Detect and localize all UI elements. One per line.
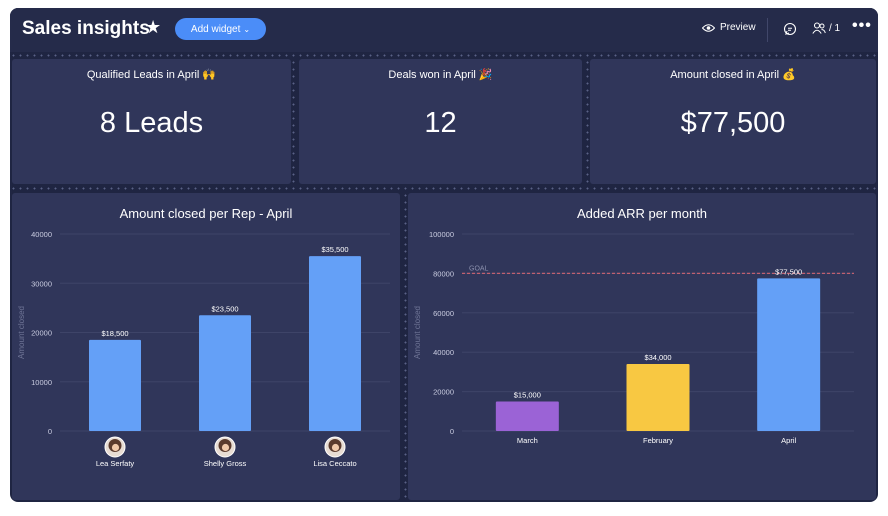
members-count: / 1	[829, 22, 841, 34]
rep-bar-chart: Amount closed 0 10000 20000 30000 40000 $18,50…	[17, 230, 390, 468]
y-tick-label: 20000	[31, 329, 52, 338]
data-label: $77,500	[775, 267, 802, 276]
members-button[interactable]: / 1	[812, 22, 840, 34]
bar	[89, 339, 141, 431]
data-label: $35,500	[321, 245, 348, 254]
data-label: $15,000	[514, 390, 541, 399]
y-tick-label: 60000	[433, 309, 454, 318]
y-tick-label: 10000	[31, 378, 52, 387]
x-tick-label: Shelly Gross	[204, 459, 247, 468]
kpi-value: 12	[424, 107, 457, 139]
dashboard-header: Sales insights ★ Add widget ⌄ Preview	[10, 8, 878, 52]
y-tick-label: 40000	[31, 230, 52, 239]
bar	[757, 278, 821, 431]
chart-card-rep[interactable]: Amount closed per Rep - April Amount clo…	[12, 193, 400, 500]
x-tick-label: March	[517, 436, 538, 445]
y-tick-label: 30000	[31, 279, 52, 288]
bar	[626, 364, 690, 431]
chart-title: Amount closed per Rep - April	[119, 206, 293, 221]
add-widget-button[interactable]: Add widget ⌄	[175, 18, 266, 40]
x-tick-label: Lisa Ceccato	[313, 459, 356, 468]
add-widget-label: Add widget	[190, 23, 241, 35]
kpi-card-leads[interactable]: Qualified Leads in April 🙌 8 Leads	[12, 59, 291, 184]
star-icon[interactable]: ★	[145, 17, 162, 37]
data-label: $34,000	[644, 353, 671, 362]
eye-icon	[702, 23, 715, 32]
y-axis-label: Amount closed	[413, 306, 422, 359]
more-options-icon[interactable]: •••	[852, 17, 872, 34]
chart-title: Added ARR per month	[576, 206, 708, 221]
data-label: $18,500	[101, 329, 128, 338]
avatar-face	[331, 443, 340, 452]
comment-icon[interactable]	[783, 22, 797, 36]
kpi-card-amount[interactable]: Amount closed in April 💰 $77,500	[590, 59, 876, 184]
preview-label: Preview	[720, 22, 756, 33]
x-tick-label: April	[781, 436, 796, 445]
bar	[495, 401, 559, 431]
kpi-value: 8 Leads	[99, 107, 204, 139]
kpi-card-deals[interactable]: Deals won in April 🎉 12	[299, 59, 582, 184]
data-label: $23,500	[211, 304, 238, 313]
y-tick-label: 80000	[433, 269, 454, 278]
kpi-value: $77,500	[680, 107, 786, 139]
y-axis-label: Amount closed	[17, 306, 26, 359]
bar	[309, 256, 361, 431]
chevron-down-icon: ⌄	[243, 24, 251, 34]
kpi-title: Qualified Leads in April 🙌	[86, 69, 217, 81]
avatar-face	[221, 443, 230, 452]
y-tick-label: 0	[450, 427, 454, 436]
x-tick-label: February	[643, 436, 673, 445]
y-tick-label: 100000	[429, 230, 454, 239]
avatar-face	[111, 443, 120, 452]
users-icon	[812, 22, 826, 34]
y-tick-label: 40000	[433, 348, 454, 357]
kpi-title: Deals won in April 🎉	[388, 69, 493, 81]
bar	[199, 315, 251, 431]
kpi-title: Amount closed in April 💰	[670, 69, 796, 81]
preview-button[interactable]: Preview	[702, 22, 756, 33]
chart-card-arr[interactable]: Added ARR per month Amount closed 0 20000 4…	[408, 193, 876, 500]
header-divider	[767, 18, 768, 42]
y-tick-label: 0	[48, 427, 52, 436]
x-tick-label: Lea Serfaty	[96, 459, 135, 468]
dashboard: Sales insights ★ Add widget ⌄ Preview	[10, 8, 878, 502]
y-tick-label: 20000	[433, 388, 454, 397]
dashboard-title: Sales insights	[22, 18, 150, 39]
arr-bar-chart: Amount closed 0 20000 40000 60000 80000 100000…	[413, 230, 854, 445]
goal-label: GOAL	[469, 265, 489, 272]
